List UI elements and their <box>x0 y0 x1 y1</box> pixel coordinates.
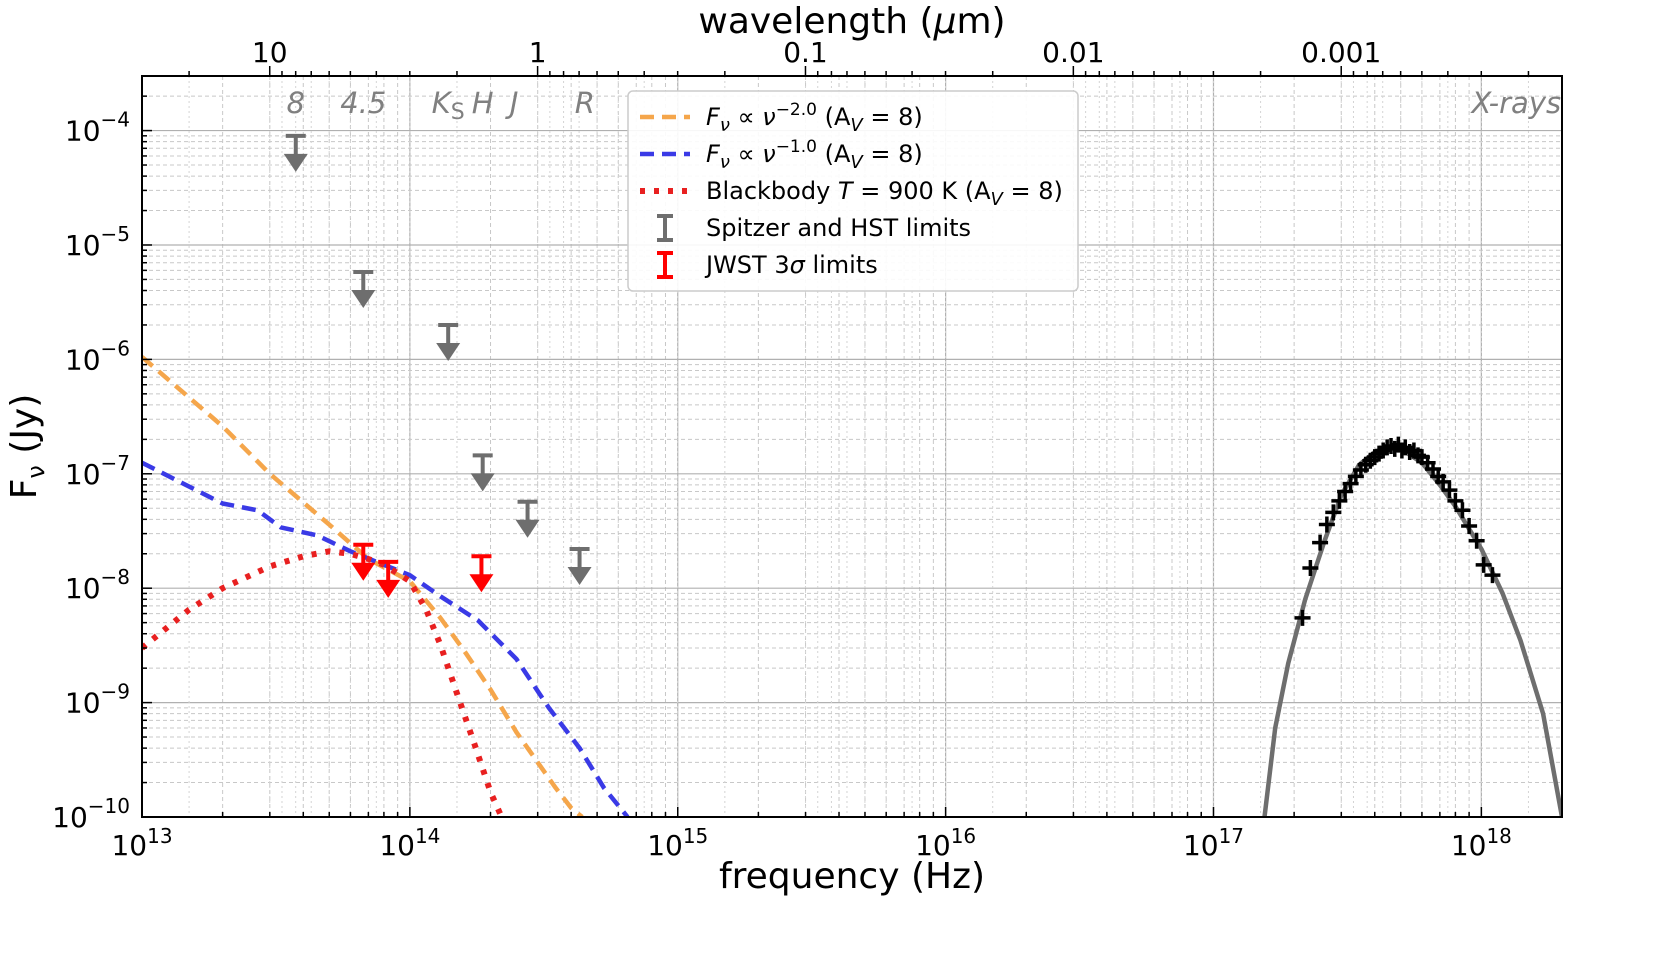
band-label: 4.5 <box>340 86 386 120</box>
xray-data-point <box>1468 532 1485 549</box>
xray-data-point <box>1325 504 1342 521</box>
upper-limit-marker <box>515 499 540 538</box>
limit-arrow <box>470 473 495 492</box>
xray-data-point <box>1484 567 1501 584</box>
xray-data-point <box>1441 482 1458 499</box>
xray-data-point <box>1302 560 1319 577</box>
x-tick-label: 1015 <box>647 824 708 862</box>
limit-arrow <box>351 290 376 309</box>
xray-data-point <box>1447 492 1464 509</box>
x-tick-label: 1016 <box>915 824 976 862</box>
band-label: H <box>472 86 494 120</box>
upper-limit-marker <box>436 322 461 361</box>
xray-data-point <box>1318 516 1335 533</box>
x-tick-label: 1014 <box>379 824 440 862</box>
band-label: 8 <box>287 86 305 120</box>
y-tick-label: 10−8 <box>65 565 130 605</box>
series-line-3 <box>1262 445 1562 817</box>
legend-label: Spitzer and HST limits <box>706 214 971 242</box>
limit-arrow <box>515 519 540 538</box>
series-line-2 <box>142 548 505 817</box>
upper-limit-marker <box>567 547 592 586</box>
xray-data-point <box>1294 609 1311 626</box>
upper-limit-marker <box>351 542 376 581</box>
legend-box <box>627 90 1079 292</box>
xray-data-point <box>1454 502 1471 519</box>
y-tick-label: 10−6 <box>65 336 130 376</box>
legend-label: Blackbody T = 900 K (AV = 8) <box>706 177 1063 210</box>
top-tick-label: 10 <box>252 36 288 69</box>
upper-limit-marker <box>351 270 376 309</box>
limit-arrow <box>283 153 308 172</box>
plot-series <box>142 355 1562 817</box>
upper-limit-marker <box>376 559 401 598</box>
xray-data-point <box>1331 492 1348 509</box>
xray-data-point <box>1312 534 1329 551</box>
legend-label: JWST 3σ limits <box>704 251 878 279</box>
limit-arrow <box>376 579 401 598</box>
series-line-0 <box>142 355 584 817</box>
y-tick-label: 10−9 <box>65 680 130 720</box>
x-tick-label: 1018 <box>1451 824 1512 862</box>
legend: Fν ∝ ν−2.0 (AV = 8)Fν ∝ ν−1.0 (AV = 8) Bl… <box>627 90 1079 292</box>
top-tick-label: 0.01 <box>1042 36 1104 69</box>
legend-label: Fν ∝ ν−2.0 (AV = 8) <box>706 100 923 136</box>
xray-data-point <box>1435 473 1452 490</box>
band-label: KS <box>432 86 465 125</box>
x-tick-label: 1013 <box>111 824 172 862</box>
top-axis-label: wavelength (μm) <box>698 1 1005 42</box>
series-line-1 <box>142 460 630 817</box>
y-tick-label: 10−5 <box>65 222 130 262</box>
band-label: R <box>575 86 595 120</box>
top-tick-label: 0.001 <box>1301 36 1381 69</box>
x-tick-label: 1017 <box>1183 824 1244 862</box>
top-tick-label: 1 <box>529 36 547 69</box>
limit-arrow <box>436 342 461 361</box>
y-tick-label: 10−10 <box>52 794 130 834</box>
y-axis-label: Fν (Jy) <box>4 394 50 500</box>
top-tick-label: 0.1 <box>783 36 828 69</box>
limit-arrow <box>469 574 494 593</box>
legend-label: Fν ∝ ν−1.0 (AV = 8) <box>706 137 923 173</box>
band-label: X-rays <box>1469 86 1561 120</box>
band-labels: 8 4.5 KS H J R X-rays <box>287 86 1562 125</box>
upper-limits <box>283 133 592 598</box>
y-tick-label: 10−7 <box>65 451 130 491</box>
x-axis-label: frequency (Hz) <box>719 856 985 897</box>
upper-limit-marker <box>470 453 495 492</box>
y-tick-label: 10−4 <box>65 108 130 148</box>
axis-ticks: 1013 1014 1015 1016 1017 101810−1010−910−810−… <box>52 36 1563 862</box>
upper-limit-marker <box>469 554 494 593</box>
xray-data-point <box>1461 517 1478 534</box>
limit-arrow <box>351 562 376 581</box>
band-label: J <box>505 86 519 120</box>
upper-limit-marker <box>283 133 308 172</box>
plot-frame <box>141 75 1563 818</box>
xray-data-point <box>1475 556 1492 573</box>
limit-arrow <box>567 567 592 586</box>
